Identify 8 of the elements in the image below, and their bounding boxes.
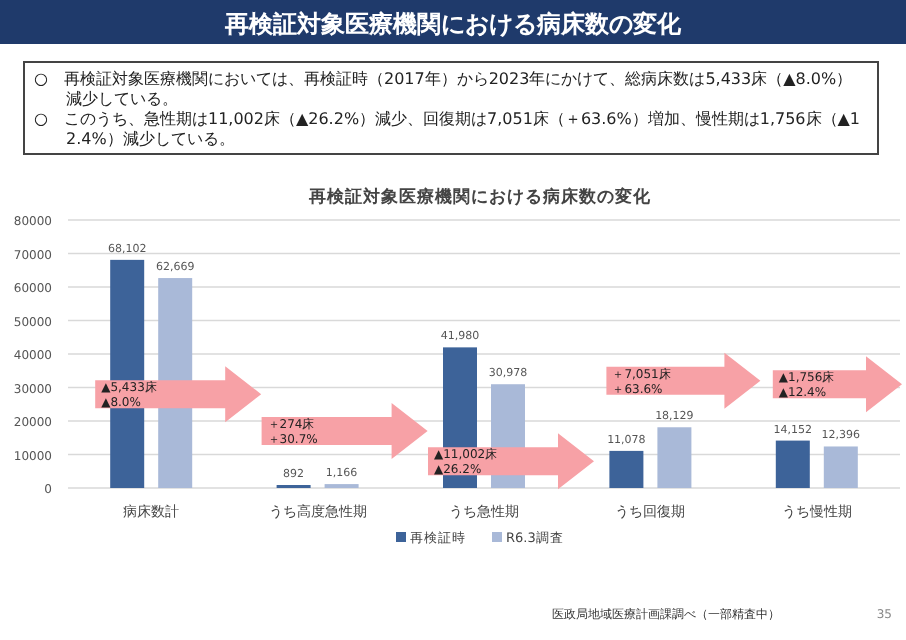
bar — [609, 450, 644, 488]
text: ○ 再検証対象医療機関においては、再検証時（2017年）から2023年にかけて、総病床数は5,433床（▲8.0%）減少している。 — [34, 70, 853, 108]
bar — [657, 427, 692, 488]
chart-subtitle: 再検証対象医療機関における病床数の変化 — [307, 186, 653, 208]
bar — [823, 446, 858, 488]
bar — [775, 440, 810, 488]
text: ○ このうち、急性期は11,002床（▲26.2%）減少、回復期は7,051床（＋63.6%）増加、慢性期は1,756床（▲12.4%）減少している。 — [34, 110, 860, 148]
chart-title: 再検証対象医療機関における病床数の変化 — [223, 10, 683, 38]
